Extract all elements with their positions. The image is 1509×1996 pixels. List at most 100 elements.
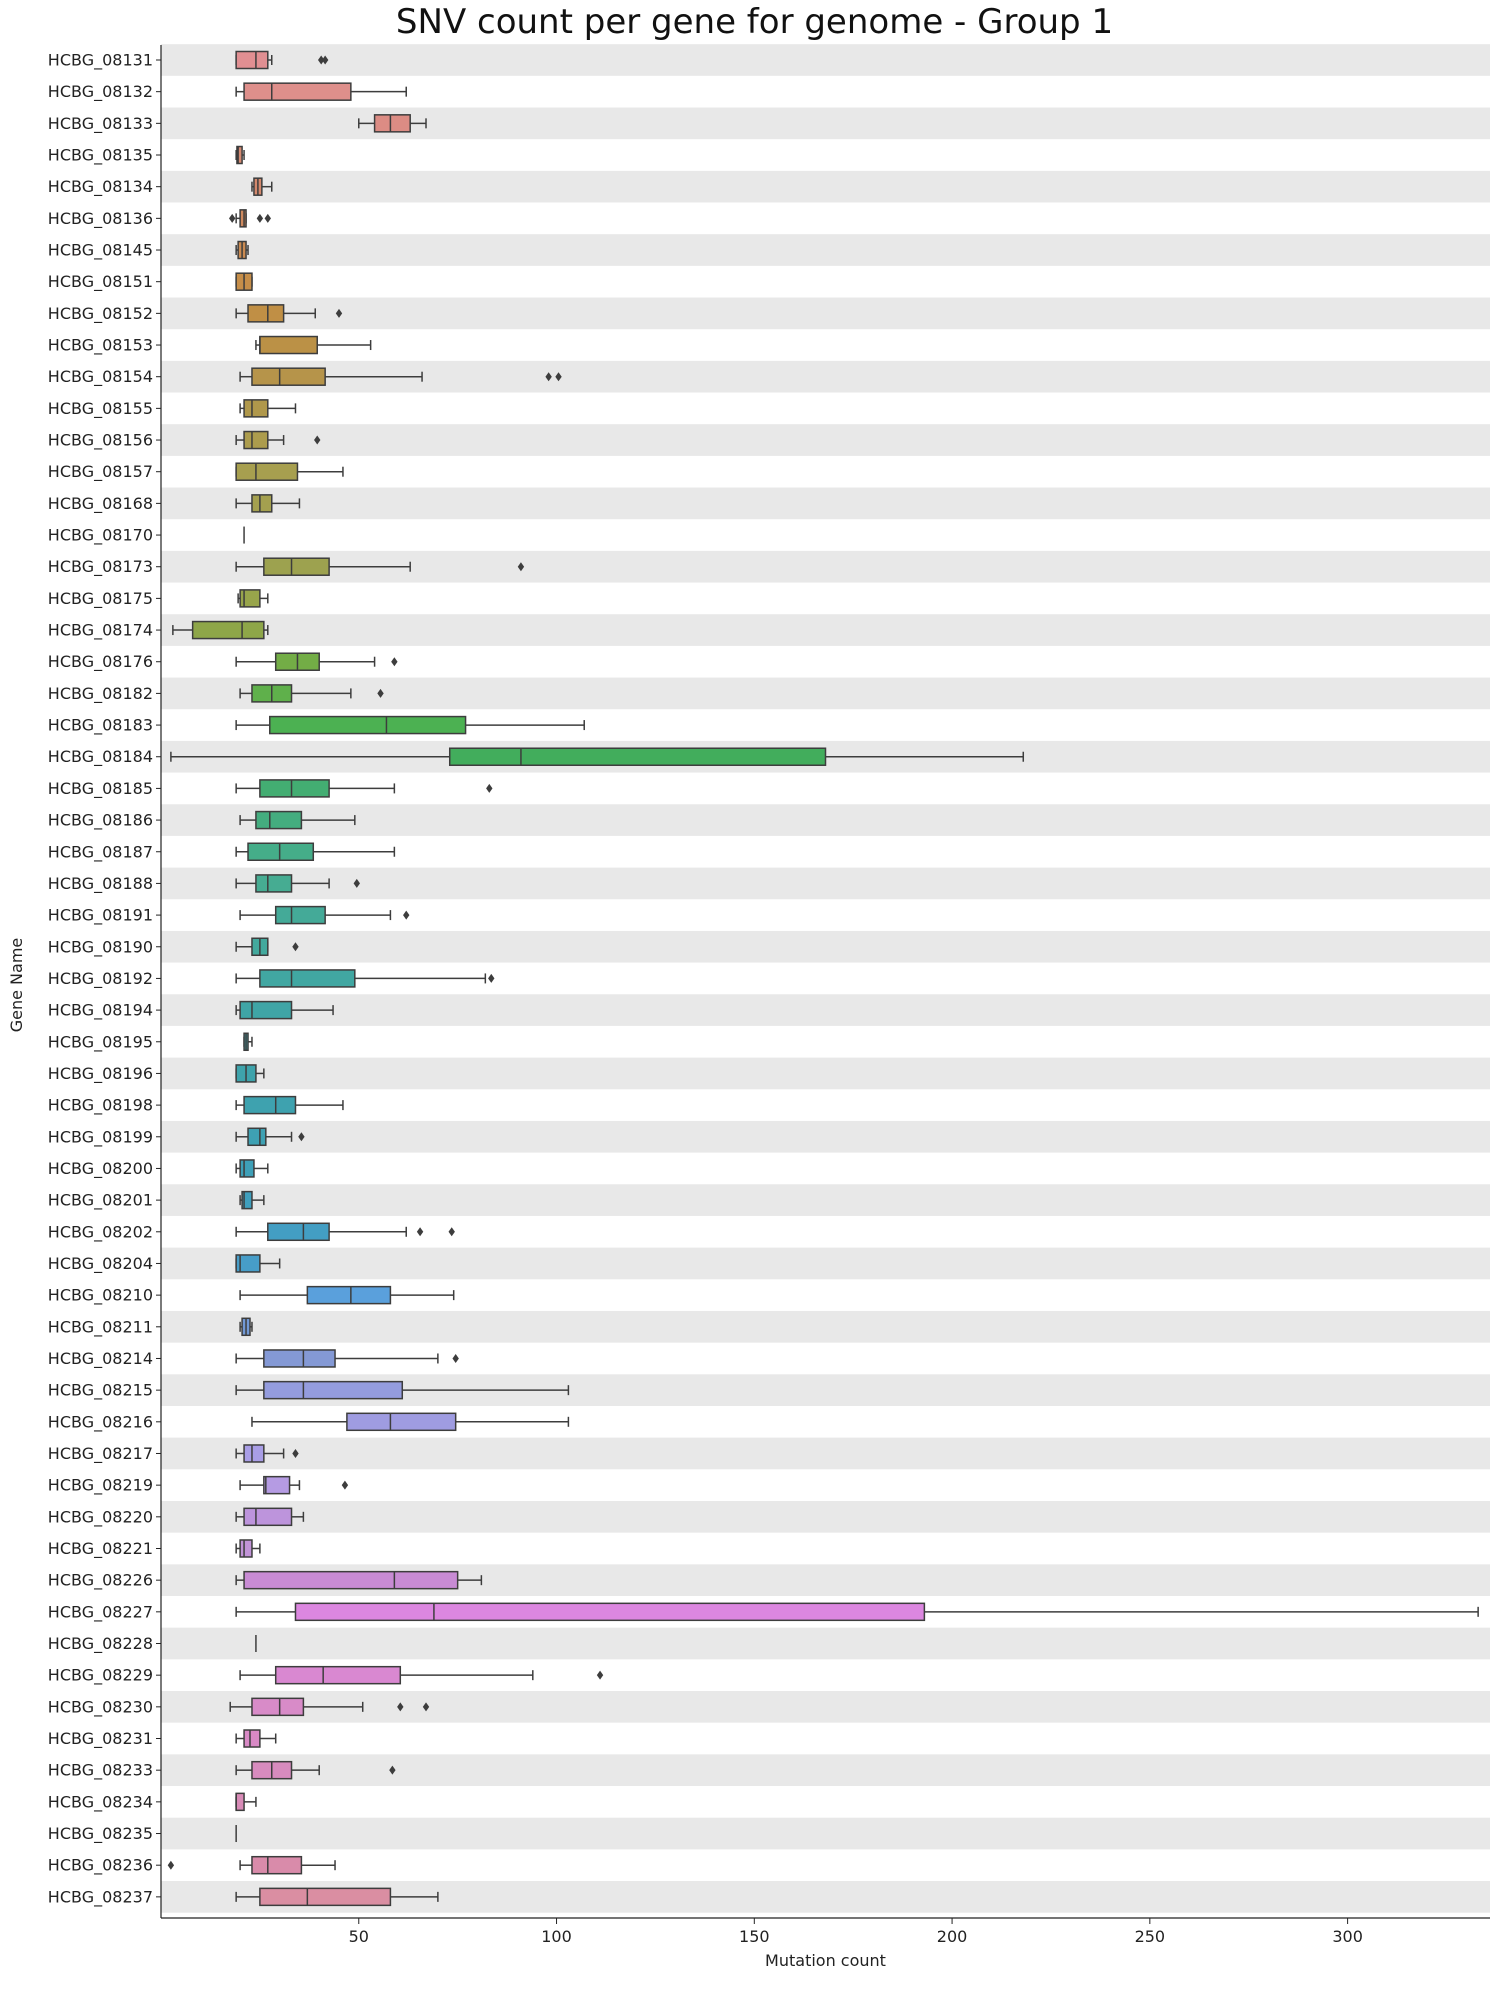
outlier-point [486, 783, 493, 793]
box-hcbg_08176 [235, 652, 398, 671]
row-stripe [161, 1120, 1490, 1153]
box-hcbg_08236 [167, 1855, 336, 1875]
iqr-box [255, 810, 303, 830]
iqr-box [255, 874, 293, 893]
box-hcbg_08136 [228, 209, 271, 228]
box-hcbg_08155 [239, 399, 297, 418]
y-tick-label: HCBG_08151 [48, 272, 153, 292]
outlier-point [264, 213, 271, 223]
box-hcbg_08195 [243, 1032, 253, 1052]
box-hcbg_08173 [235, 557, 525, 576]
row-stripe [161, 1057, 1490, 1090]
y-tick-label: HCBG_08190 [48, 937, 153, 957]
box-hcbg_08154 [239, 367, 562, 386]
row-stripe [161, 1817, 1490, 1850]
y-tick-label: HCBG_08214 [48, 1349, 153, 1369]
box-hcbg_08220 [235, 1507, 305, 1527]
row-stripe [161, 1500, 1490, 1533]
y-tick-label: HCBG_08202 [48, 1222, 153, 1242]
x-axis-label: Mutation count [765, 1951, 886, 1970]
iqr-box [269, 715, 467, 735]
outlier-point [416, 1227, 424, 1237]
box-hcbg_08174 [172, 620, 269, 640]
y-tick-label: HCBG_08136 [48, 209, 153, 229]
outlier-point [397, 1702, 404, 1712]
outlier-point [488, 973, 495, 983]
y-tick-label: HCBG_08196 [48, 1064, 153, 1084]
iqr-box [373, 114, 411, 133]
x-tick-label: 150 [739, 1927, 770, 1946]
box-hcbg_08198 [235, 1095, 344, 1115]
iqr-box [274, 1665, 402, 1685]
iqr-box [251, 494, 273, 513]
y-tick-label: HCBG_08211 [48, 1317, 153, 1337]
iqr-box [251, 1855, 303, 1875]
box-hcbg_08229 [239, 1665, 604, 1685]
y-tick-label: HCBG_08221 [48, 1539, 153, 1559]
y-tick-label: HCBG_08228 [48, 1634, 153, 1654]
box-hcbg_08168 [235, 494, 301, 513]
outlier-point [596, 1670, 604, 1680]
iqr-box [243, 1729, 261, 1748]
box-hcbg_08219 [239, 1475, 349, 1495]
y-tick-label: HCBG_08219 [48, 1476, 153, 1496]
outlier-point [292, 942, 299, 952]
box-hcbg_08221 [235, 1539, 261, 1558]
y-tick-label: HCBG_08236 [48, 1856, 153, 1876]
box-hcbg_08201 [239, 1190, 265, 1210]
iqr-box [306, 1285, 392, 1305]
outlier-point [448, 1227, 455, 1237]
outlier-point [555, 372, 562, 382]
box-hcbg_08182 [239, 684, 384, 703]
y-tick-label: HCBG_08194 [48, 1001, 153, 1021]
iqr-box [191, 620, 265, 640]
row-stripe [161, 170, 1490, 203]
box-hcbg_08191 [239, 905, 410, 925]
box-hcbg_08211 [239, 1317, 253, 1337]
iqr-box [236, 145, 243, 165]
y-tick-label: HCBG_08133 [48, 114, 153, 134]
iqr-box [243, 1507, 293, 1527]
iqr-box [263, 557, 330, 576]
y-tick-label: HCBG_08217 [48, 1444, 153, 1464]
y-tick-label: HCBG_08195 [48, 1032, 153, 1052]
box-hcbg_08200 [235, 1159, 269, 1178]
iqr-box [241, 1190, 253, 1210]
y-tick-label: HCBG_08235 [48, 1824, 153, 1844]
iqr-box [235, 50, 269, 70]
y-tick-label: HCBG_08192 [48, 969, 153, 989]
box-hcbg_08152 [235, 304, 343, 323]
box-hcbg_08183 [235, 715, 585, 735]
y-tick-label: HCBG_08230 [48, 1697, 153, 1717]
row-stripe [161, 424, 1490, 456]
y-tick-label: HCBG_08153 [48, 336, 153, 356]
iqr-box [346, 1412, 457, 1432]
outlier-point [292, 1448, 299, 1458]
box-hcbg_08187 [235, 842, 396, 861]
y-tick-label: HCBG_08234 [48, 1792, 153, 1812]
box-hcbg_08234 [235, 1792, 257, 1812]
y-tick-label: HCBG_08187 [48, 842, 153, 862]
y-tick-label: HCBG_08157 [48, 462, 153, 482]
outlier-point [256, 213, 264, 223]
x-tick-label: 250 [1135, 1927, 1166, 1946]
box-hcbg_08145 [235, 240, 249, 260]
box-hcbg_08153 [255, 335, 372, 355]
row-stripe [161, 44, 1490, 76]
iqr-box [259, 969, 356, 988]
iqr-box [267, 1222, 330, 1242]
x-tick-label: 300 [1332, 1927, 1363, 1946]
box-hcbg_08202 [235, 1222, 455, 1242]
outlier-point [403, 910, 410, 920]
iqr-box [239, 589, 261, 608]
y-tick-label: HCBG_08216 [48, 1412, 153, 1432]
y-tick-label: HCBG_08132 [48, 82, 153, 102]
row-stripe [161, 677, 1490, 710]
box-hcbg_08134 [251, 177, 273, 196]
outlier-point [335, 308, 343, 318]
outlier-point [298, 1132, 305, 1142]
y-tick-label: HCBG_08152 [48, 304, 153, 324]
row-stripe [161, 1247, 1490, 1280]
y-tick-label: HCBG_08233 [48, 1761, 153, 1781]
box-hcbg_08217 [235, 1444, 299, 1463]
